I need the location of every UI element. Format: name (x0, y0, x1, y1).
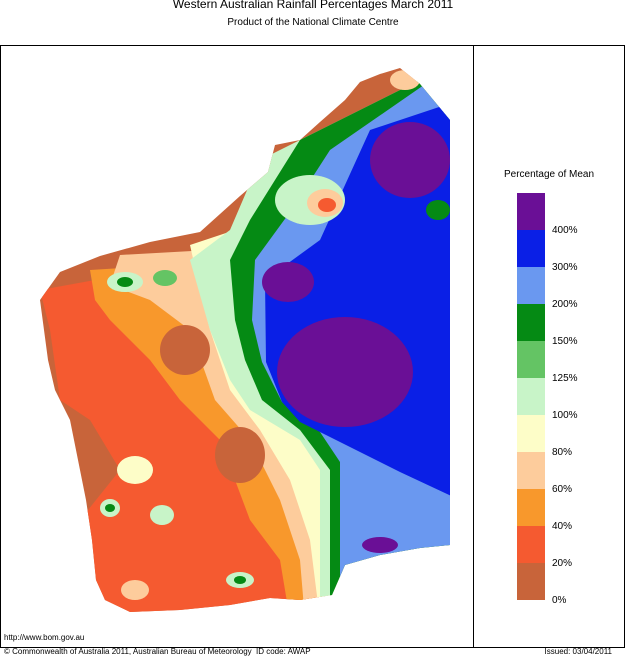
rainfall-map (40, 68, 450, 612)
legend-swatch (517, 341, 545, 378)
legend-label: 40% (552, 521, 572, 532)
legend-swatch (517, 230, 545, 267)
legend-swatch (517, 378, 545, 415)
legend-swatch (517, 563, 545, 600)
legend-swatch (517, 267, 545, 304)
id-code: ID code: AWAP (256, 647, 311, 656)
legend-label: 125% (552, 373, 578, 384)
legend-label: 200% (552, 299, 578, 310)
legend-swatch (517, 452, 545, 489)
legend-label: 300% (552, 262, 578, 273)
legend-label: 60% (552, 484, 572, 495)
frame (0, 45, 625, 648)
legend-label: 150% (552, 336, 578, 347)
title: Western Australian Rainfall Percentages … (173, 0, 454, 11)
legend-swatch (517, 526, 545, 563)
legend-label: 400% (552, 225, 578, 236)
legend-swatch (517, 489, 545, 526)
subtitle: Product of the National Climate Centre (227, 17, 399, 28)
legend-label: 80% (552, 447, 572, 458)
source-url: http://www.bom.gov.au (4, 633, 84, 642)
legend: 400% 300% 200% 150% 125% 100% 80% 60% 40% 20% 0% (517, 193, 578, 606)
legend-label: 0% (552, 595, 567, 606)
legend-swatch (517, 415, 545, 452)
legend-swatch (517, 193, 545, 230)
legend-label: 20% (552, 558, 572, 569)
issued-date: Issued: 03/04/2011 (545, 647, 613, 656)
legend-title: Percentage of Mean (504, 169, 594, 180)
legend-swatch (517, 304, 545, 341)
copyright: © Commonwealth of Australia 2011, Austra… (4, 647, 252, 656)
legend-label: 100% (552, 410, 578, 421)
